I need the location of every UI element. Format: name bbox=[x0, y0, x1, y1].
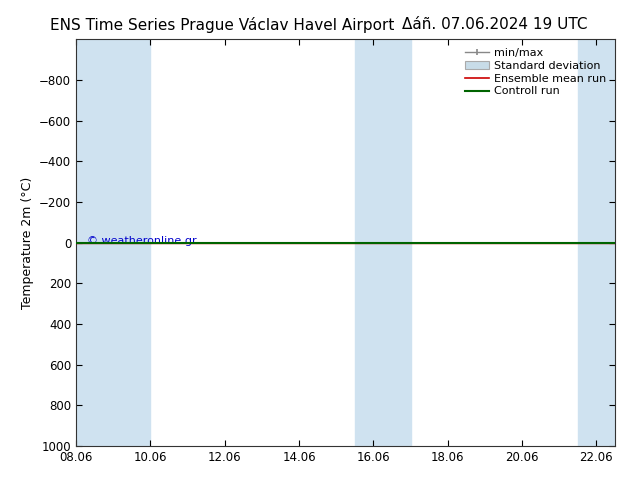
Text: ENS Time Series Prague Václav Havel Airport: ENS Time Series Prague Václav Havel Airp… bbox=[49, 17, 394, 33]
Legend: min/max, Standard deviation, Ensemble mean run, Controll run: min/max, Standard deviation, Ensemble me… bbox=[462, 45, 609, 100]
Text: © weatheronline.gr: © weatheronline.gr bbox=[87, 236, 197, 245]
Bar bbox=[578, 39, 615, 446]
Bar bbox=[128, 39, 150, 446]
Text: Δáñ. 07.06.2024 19 UTC: Δáñ. 07.06.2024 19 UTC bbox=[402, 17, 587, 32]
Bar bbox=[392, 39, 411, 446]
Bar bbox=[355, 39, 392, 446]
Bar bbox=[76, 39, 128, 446]
Y-axis label: Temperature 2m (°C): Temperature 2m (°C) bbox=[20, 176, 34, 309]
